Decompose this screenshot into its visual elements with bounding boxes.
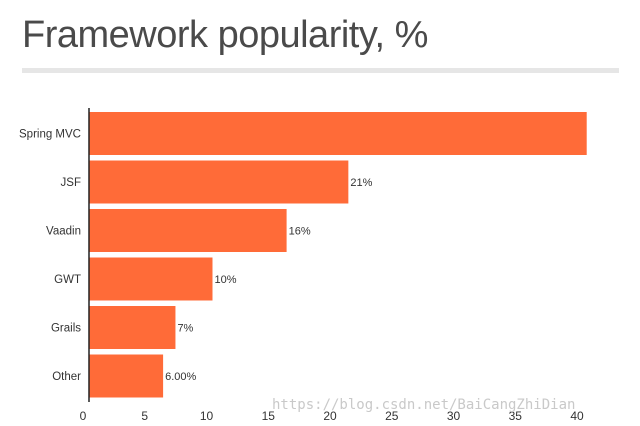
category-label: Vaadin [46,226,81,238]
x-axis-ticks: 0 5 10 15 20 25 30 35 40 [80,409,584,423]
data-labels: 21% 16% 10% 7% 6.00% [165,177,372,383]
data-label: 10% [215,274,237,286]
data-label: 21% [350,177,372,189]
title-divider [22,68,619,73]
category-label: GWT [54,274,81,286]
category-labels: Spring MVC JSF Vaadin GWT Grails Other [19,129,81,384]
x-tick-label: 10 [200,409,214,423]
x-tick-label: 20 [323,409,337,423]
watermark-text: https://blog.csdn.net/BaiCangZhiDian [272,397,576,413]
bar-group [89,112,587,398]
category-label: Spring MVC [19,129,81,141]
chart-title: Framework popularity, % [22,14,428,56]
x-tick-label: 30 [447,409,461,423]
x-tick-label: 15 [262,409,276,423]
data-label: 6.00% [165,371,196,383]
category-label: Other [52,371,81,383]
bar-grails [89,306,176,349]
x-tick-label: 5 [141,409,148,423]
x-tick-label: 35 [509,409,523,423]
data-label: 16% [289,226,311,238]
category-label: JSF [61,177,81,189]
x-tick-label: 40 [570,409,584,423]
bar-vaadin [89,209,287,252]
data-label: 7% [177,323,193,335]
bar-gwt [89,257,213,301]
bar-spring-mvc [89,112,587,155]
category-label: Grails [51,323,81,335]
bar-other [89,354,164,398]
bar-jsf [89,160,349,204]
x-tick-label: 0 [80,409,87,423]
x-tick-label: 25 [385,409,399,423]
